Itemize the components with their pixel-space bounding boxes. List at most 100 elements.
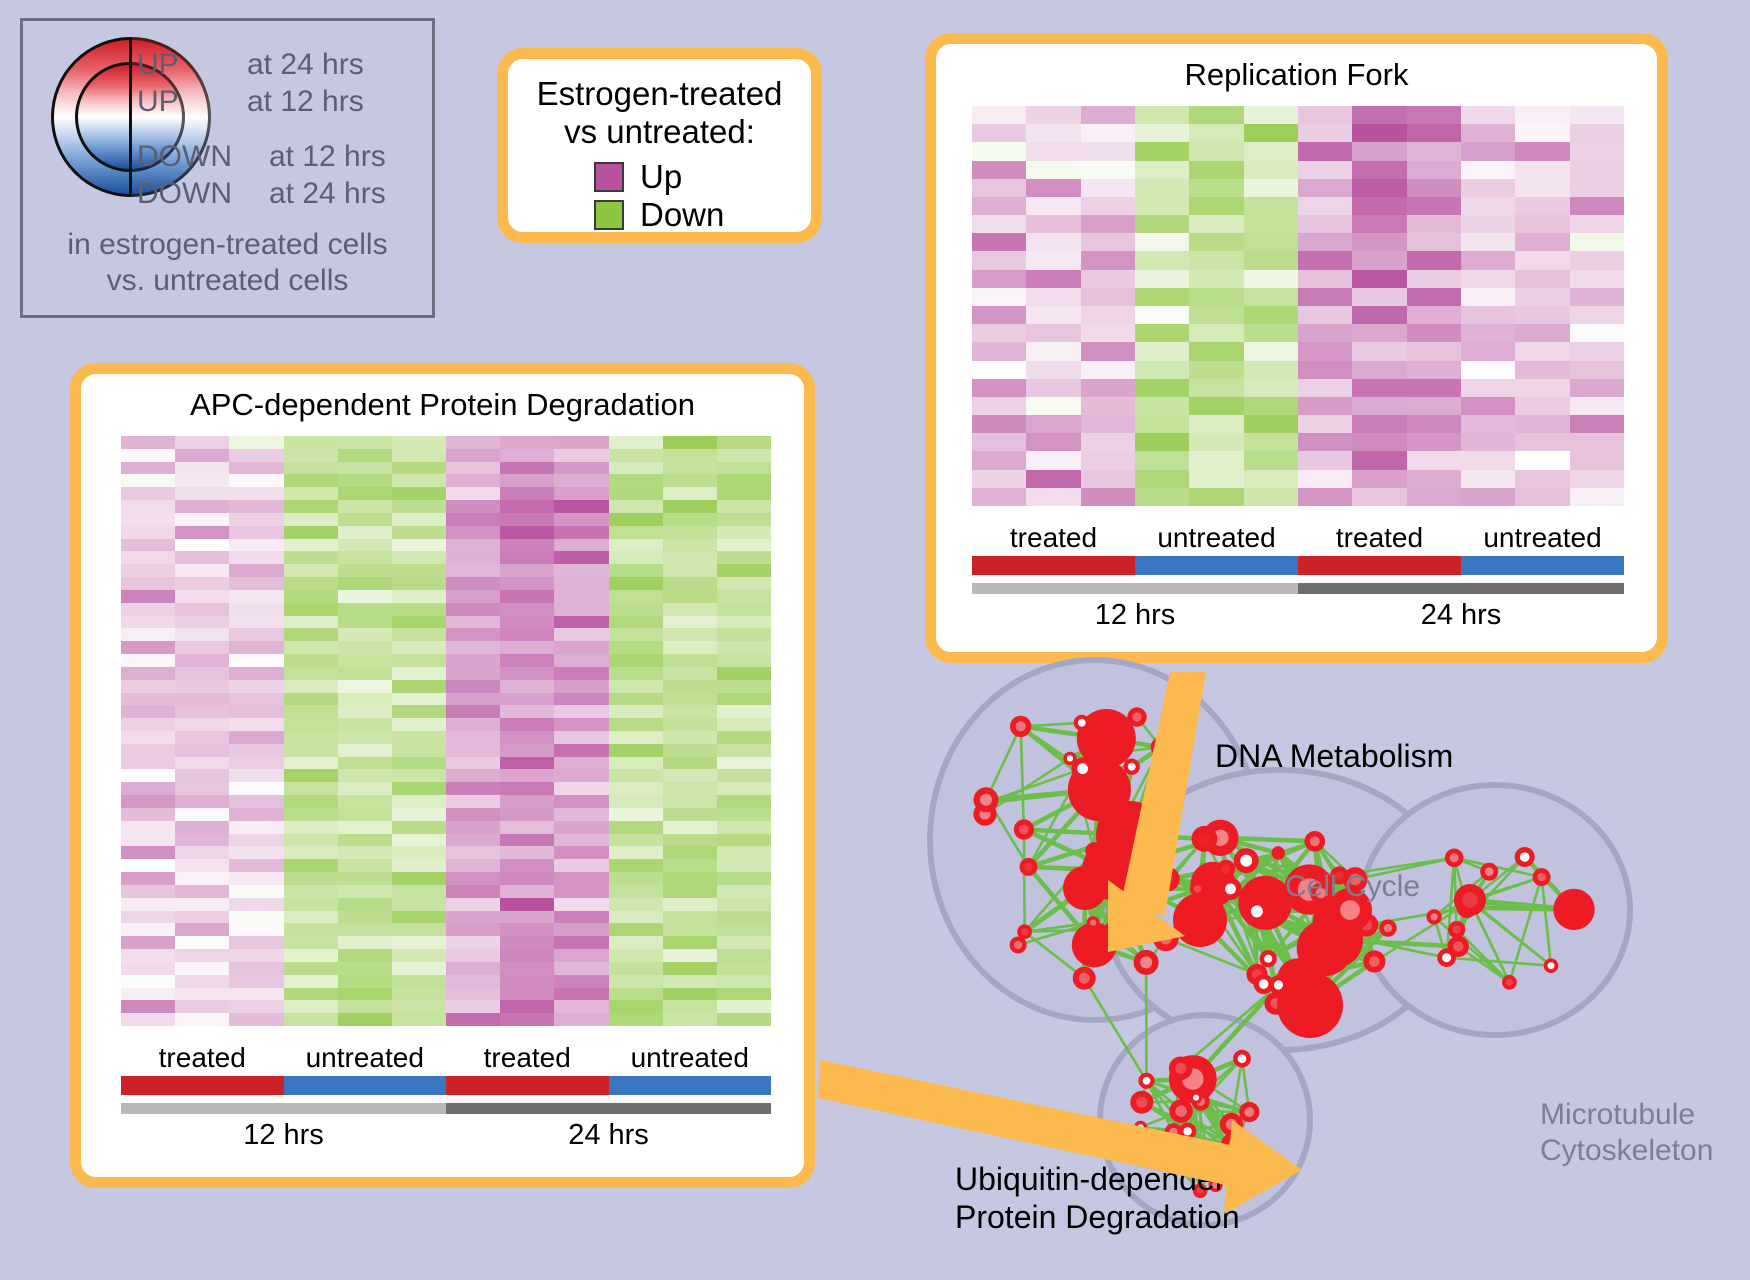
heatmap-cell [229, 487, 283, 500]
heatmap-cell [609, 744, 663, 757]
heatmap-cell [1135, 124, 1189, 142]
heatmap-cell [1189, 415, 1243, 433]
heatmap-cell [972, 270, 1026, 288]
heatmap-cell [972, 179, 1026, 197]
heatmap-cell [392, 744, 446, 757]
heatmap-cell [1081, 288, 1135, 306]
heatmap-cell [1026, 433, 1080, 451]
heatmap-cell [972, 470, 1026, 488]
heatmap-cell [175, 821, 229, 834]
heatmap-cell [1298, 306, 1352, 324]
network-node-core [1310, 836, 1320, 846]
heatmap-cell [717, 885, 771, 898]
heatmap-cell [121, 795, 175, 808]
heatmap-cell [500, 936, 554, 949]
heatmap-cell [284, 705, 338, 718]
heatmap-cell [446, 628, 500, 641]
heatmap-cell [1244, 233, 1298, 251]
heatmap-cell [338, 539, 392, 552]
heatmap-cell [1461, 288, 1515, 306]
heatmap-cell [392, 769, 446, 782]
heatmap-cell [1570, 324, 1624, 342]
network-node[interactable] [1277, 972, 1343, 1038]
heatmap-cell [1352, 451, 1406, 469]
apc-bar-time-24 [446, 1103, 771, 1114]
heatmap-cell [717, 641, 771, 654]
heatmap-cell [175, 564, 229, 577]
heatmap-cell [1026, 215, 1080, 233]
heatmap-cell [284, 911, 338, 924]
heatmap-cell [446, 616, 500, 629]
key-title: Estrogen-treated vs untreated: [508, 75, 811, 151]
heatmap-cell [284, 872, 338, 885]
heatmap-cell [175, 911, 229, 924]
group-label-treated-12: treated [972, 522, 1135, 554]
bar-treated-12 [972, 556, 1135, 575]
heatmap-cell [500, 603, 554, 616]
heatmap-cell [663, 988, 717, 1001]
network-node[interactable] [1173, 893, 1227, 947]
network-node-core [1183, 1127, 1191, 1135]
heatmap-cell [717, 513, 771, 526]
heatmap-cell [609, 834, 663, 847]
heatmap-cell [284, 551, 338, 564]
up-down-key-panel: Estrogen-treated vs untreated: Up Down [497, 48, 822, 243]
heatmap-cell [229, 616, 283, 629]
heatmap-cell [1244, 288, 1298, 306]
network-node-core [1259, 979, 1269, 989]
network-node-core [1228, 1139, 1240, 1151]
heatmap-cell [121, 667, 175, 680]
heatmap-cell [446, 975, 500, 988]
network-node[interactable] [1553, 889, 1594, 930]
heatmap-cell [554, 821, 608, 834]
heatmap-cell [1461, 488, 1515, 506]
heatmap-cell [1570, 233, 1624, 251]
apc-time-labels: 12 hrs 24 hrs [121, 1118, 771, 1152]
heatmap-cell [1352, 397, 1406, 415]
heatmap-cell [229, 975, 283, 988]
heatmap-cell [229, 1000, 283, 1013]
heatmap-cell [284, 808, 338, 821]
heatmap-cell [229, 769, 283, 782]
heatmap-cell [121, 1013, 175, 1026]
heatmap-cell [717, 718, 771, 731]
heatmap-cell [609, 539, 663, 552]
heatmap-cell [609, 641, 663, 654]
up-swatch-icon [594, 162, 624, 192]
heatmap-cell [1244, 161, 1298, 179]
heatmap-cell [392, 590, 446, 603]
heatmap-cell [1407, 197, 1461, 215]
heatmap-cell [717, 436, 771, 449]
heatmap-cell [1461, 433, 1515, 451]
heatmap-cell [1026, 106, 1080, 124]
heatmap-cell [284, 975, 338, 988]
heatmap-cell [121, 821, 175, 834]
heatmap-cell [1189, 161, 1243, 179]
heatmap-cell [121, 539, 175, 552]
heatmap-cell [663, 885, 717, 898]
heatmap-cell [338, 885, 392, 898]
heatmap-cell [392, 923, 446, 936]
heatmap-cell [609, 757, 663, 770]
heatmap-cell [1461, 306, 1515, 324]
replication-fork-title: Replication Fork [936, 58, 1657, 92]
heatmap-cell [717, 1013, 771, 1026]
heatmap-cell [338, 923, 392, 936]
heatmap-cell [284, 616, 338, 629]
key-item-up: Up [594, 159, 811, 195]
heatmap-cell [717, 962, 771, 975]
heatmap-cell [1352, 179, 1406, 197]
heatmap-cell [284, 757, 338, 770]
heatmap-cell [1135, 379, 1189, 397]
heatmap-cell [717, 487, 771, 500]
heatmap-cell [663, 975, 717, 988]
heatmap-cell [284, 988, 338, 1001]
bar-untreated-24 [1461, 556, 1624, 575]
heatmap-cell [663, 551, 717, 564]
heatmap-cell [121, 757, 175, 770]
heatmap-cell [717, 936, 771, 949]
heatmap-cell [338, 551, 392, 564]
heatmap-cell [1461, 379, 1515, 397]
network-node[interactable] [1063, 866, 1107, 910]
heatmap-cell [229, 1013, 283, 1026]
